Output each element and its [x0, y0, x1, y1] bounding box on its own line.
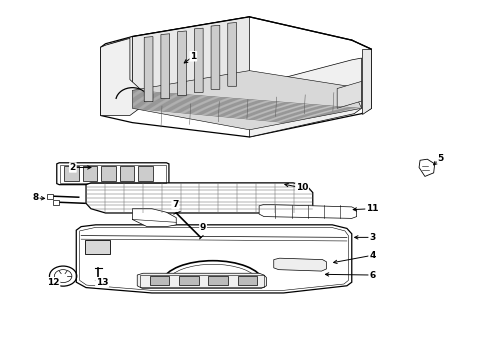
Polygon shape — [101, 39, 152, 116]
Polygon shape — [418, 159, 434, 176]
Text: 7: 7 — [172, 200, 178, 209]
Text: 10: 10 — [295, 183, 307, 192]
Text: 4: 4 — [368, 251, 375, 260]
Polygon shape — [211, 25, 220, 89]
Polygon shape — [137, 273, 266, 288]
Polygon shape — [86, 183, 312, 213]
Text: 2: 2 — [70, 163, 76, 172]
Polygon shape — [259, 204, 356, 219]
Text: 6: 6 — [368, 270, 375, 279]
Text: 8: 8 — [33, 193, 39, 202]
Polygon shape — [361, 49, 370, 114]
Polygon shape — [194, 28, 203, 93]
Polygon shape — [132, 209, 176, 226]
Bar — [82, 166, 97, 181]
Text: 13: 13 — [96, 278, 108, 287]
Polygon shape — [273, 258, 326, 271]
Bar — [120, 166, 134, 181]
Bar — [179, 276, 198, 285]
Polygon shape — [336, 81, 361, 108]
Text: 1: 1 — [190, 52, 196, 61]
Text: 11: 11 — [365, 204, 378, 213]
Polygon shape — [132, 17, 249, 108]
Bar — [150, 276, 169, 285]
Polygon shape — [249, 58, 361, 137]
Bar — [53, 200, 59, 205]
Polygon shape — [177, 31, 186, 95]
Bar — [84, 240, 110, 253]
Polygon shape — [132, 71, 361, 130]
Text: 9: 9 — [200, 223, 206, 232]
Polygon shape — [161, 34, 169, 99]
Bar — [101, 166, 116, 181]
Bar — [237, 276, 257, 285]
Polygon shape — [57, 163, 168, 185]
Bar — [47, 194, 53, 199]
Polygon shape — [76, 225, 351, 293]
Polygon shape — [227, 22, 236, 86]
Polygon shape — [101, 37, 132, 116]
Polygon shape — [101, 17, 370, 137]
Bar — [140, 275, 264, 287]
Polygon shape — [144, 37, 153, 102]
Text: 3: 3 — [368, 233, 375, 242]
Text: 12: 12 — [47, 278, 60, 287]
Bar — [138, 166, 153, 181]
Bar — [64, 166, 79, 181]
Bar — [208, 276, 227, 285]
Text: 5: 5 — [436, 154, 443, 163]
